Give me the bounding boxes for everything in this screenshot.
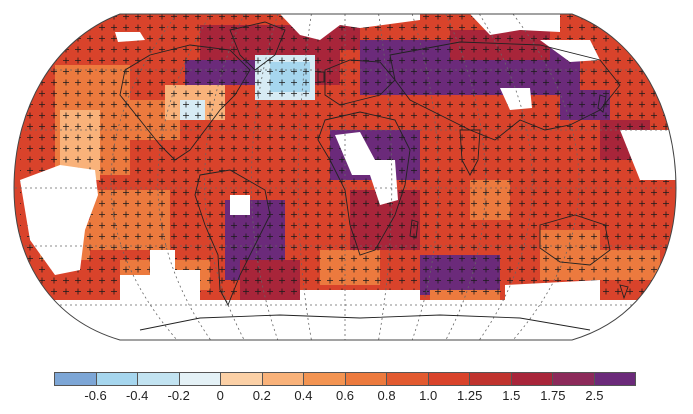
colorbar-tick-label: 2.5: [585, 388, 604, 403]
missing-data-region: [115, 32, 145, 42]
coastline: [409, 219, 419, 239]
missing-data-region: [20, 165, 98, 275]
graticule: [14, 14, 676, 340]
missing-data-region: [505, 280, 600, 300]
colorbar-tick-label: 0.2: [252, 388, 271, 403]
colorbar-bin: [55, 373, 97, 385]
coastline: [229, 21, 286, 71]
colorbar-tick-label: 1.0: [419, 388, 438, 403]
coastline: [194, 169, 271, 307]
colorbar-bin: [594, 373, 635, 385]
colorbar-tick-label: 0: [216, 388, 224, 403]
colorbar-bin: [221, 373, 263, 385]
colorbar-tick-label: 1.75: [540, 388, 566, 403]
colorbar-bin: [470, 373, 512, 385]
coastlines: [119, 21, 629, 331]
longitude-line: [411, 14, 439, 340]
missing-data-region: [230, 195, 250, 215]
colorbar: [54, 372, 636, 386]
colorbar-bin: [428, 373, 470, 385]
colorbar-tick-label: 0.6: [335, 388, 355, 403]
longitude-line: [378, 14, 393, 340]
coastline: [119, 44, 251, 161]
colorbar-bin: [345, 373, 387, 385]
coastline: [139, 314, 591, 331]
colorbar-bin: [553, 373, 595, 385]
longitude-line: [297, 14, 312, 340]
colorbar-tick-label: -0.4: [125, 388, 149, 403]
coastline: [317, 71, 325, 83]
missing-data-region: [280, 14, 420, 40]
longitude-line: [157, 14, 211, 340]
missing-data-region: [14, 300, 676, 340]
robinson-world-map: [13, 13, 677, 341]
colorbar-tick-label: -0.2: [167, 388, 190, 403]
colorbar-bin: [387, 373, 429, 385]
colorbar-bin: [262, 373, 304, 385]
colorbar-tick-label: 0.4: [294, 388, 313, 403]
colorbar-bin: [96, 373, 138, 385]
coastline: [389, 41, 621, 141]
colorbar-tick-label: 1.25: [457, 388, 483, 403]
colorbar-tick-label: 0.8: [377, 388, 396, 403]
missing-data-region: [300, 290, 420, 300]
longitude-line: [110, 14, 178, 340]
missing-data-region: [120, 250, 200, 300]
missing-data-region: [500, 88, 532, 110]
missing-data-region: [470, 14, 560, 35]
coastline: [619, 284, 629, 300]
missing-data-region: [335, 132, 398, 205]
missing-data-regions: [14, 14, 676, 340]
coastline: [324, 59, 396, 106]
colorbar-tick-labels: -0.6 -0.4 -0.2 0 0.2 0.4 0.6 0.8 1.0 1.25 1.5 1.75 2…: [54, 388, 636, 408]
colorbar-bin: [304, 373, 346, 385]
colorbar-tick-label: -0.6: [84, 388, 107, 403]
colorbar-bin: [138, 373, 180, 385]
longitude-line: [479, 14, 533, 340]
colorbar-bin: [511, 373, 553, 385]
coastline: [597, 94, 607, 113]
colorbar-bin: [179, 373, 221, 385]
coastline: [459, 129, 481, 176]
coastline: [539, 214, 611, 266]
longitude-line: [512, 14, 580, 340]
colorbar-tick-label: 1.5: [502, 388, 521, 403]
missing-data-region: [620, 130, 676, 180]
globe-outline: [13, 13, 677, 341]
coastline: [317, 111, 411, 256]
